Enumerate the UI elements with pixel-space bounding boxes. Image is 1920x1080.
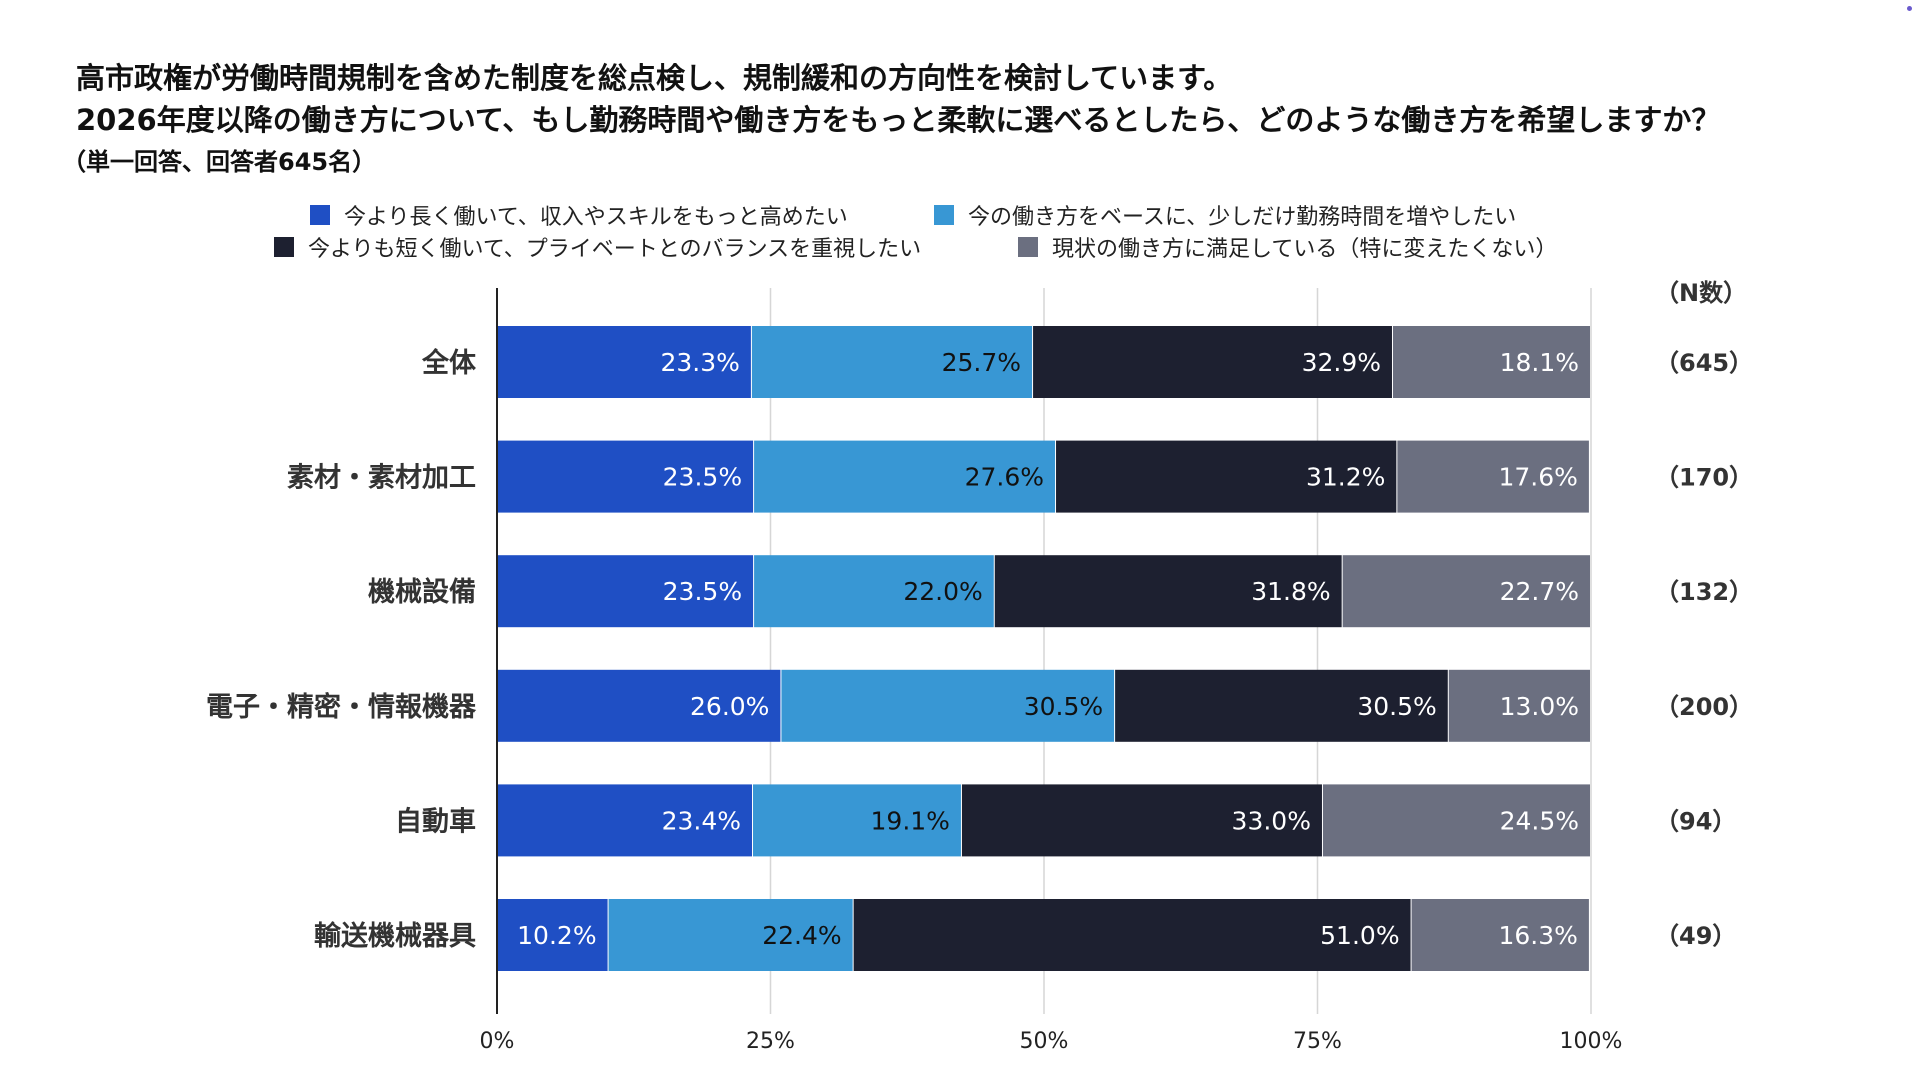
bar-1-slightly-more: [751, 326, 1033, 398]
bar-3-longer: [497, 555, 754, 628]
bar-label-4-longer: 26.0%: [690, 692, 769, 721]
x-tick-label-50: 50%: [1020, 1029, 1069, 1054]
chart-title-line-2: 2026年度以降の働き方について、もし勤務時間や働き方をもっと柔軟に選べるとした…: [76, 103, 1721, 137]
bar-3-slightly-more: [754, 555, 994, 628]
bar-6-slightly-more: [608, 899, 853, 971]
bar-label-5-shorter: 33.0%: [1232, 806, 1311, 835]
x-tick-label-0: 0%: [480, 1029, 515, 1054]
legend-item-longer: 今より長く働いて、収入やスキルをもっと高めたい: [310, 199, 848, 231]
category-label-5: 自動車: [395, 805, 476, 837]
bar-label-4-shorter: 30.5%: [1357, 692, 1436, 721]
x-tick-label-25: 25%: [746, 1029, 795, 1054]
legend-item-slightly-more: 今の働き方をベースに、少しだけ勤務時間を増やしたい: [934, 199, 1516, 231]
bar-6-longer: [497, 899, 608, 971]
bar-label-3-longer: 23.5%: [663, 577, 742, 606]
bar-2-shorter: [1056, 440, 1397, 513]
x-tick-label-100: 100%: [1560, 1029, 1623, 1054]
legend-label-slightly-more: 今の働き方をベースに、少しだけ勤務時間を増やしたい: [968, 205, 1517, 230]
n-label-1: （645）: [1655, 349, 1753, 377]
bar-label-2-slightly-more: 27.6%: [965, 463, 1044, 492]
bar-6-shorter: [853, 899, 1411, 971]
legend-label-satisfied: 現状の働き方に満足している（特に変えたくない）: [1052, 237, 1558, 262]
bar-5-slightly-more: [752, 784, 961, 857]
bar-4-slightly-more: [781, 669, 1115, 742]
bar-label-3-satisfied: 22.7%: [1500, 577, 1579, 606]
x-tick-label-75: 75%: [1293, 1029, 1342, 1054]
chart-subtitle: （単一回答、回答者645名）: [62, 148, 377, 176]
legend-label-longer: 今より長く働いて、収入やスキルをもっと高めたい: [344, 205, 848, 230]
bar-1-shorter: [1033, 326, 1392, 398]
bar-5-longer: [497, 784, 752, 857]
bar-1-longer: [497, 326, 751, 398]
category-label-3: 機械設備: [368, 576, 476, 608]
bar-2-satisfied: [1397, 440, 1589, 513]
n-label-5: （94）: [1655, 807, 1736, 835]
bar-label-2-satisfied: 17.6%: [1498, 463, 1577, 492]
bar-label-6-longer: 10.2%: [517, 921, 596, 950]
bar-4-longer: [497, 669, 781, 742]
bar-2-slightly-more: [754, 440, 1056, 513]
bar-label-5-slightly-more: 19.1%: [871, 806, 950, 835]
bar-2-longer: [497, 440, 754, 513]
n-label-3: （132）: [1655, 578, 1753, 606]
corner-dot: [1907, 6, 1912, 11]
bar-1-satisfied: [1392, 326, 1590, 398]
category-label-6: 輸送機械器具: [314, 920, 476, 952]
bar-label-1-shorter: 32.9%: [1302, 348, 1381, 377]
legend-item-shorter: 今よりも短く働いて、プライベートとのバランスを重視したい: [274, 231, 921, 263]
bar-3-shorter: [994, 555, 1342, 628]
category-label-1: 全体: [421, 347, 477, 379]
bar-label-6-slightly-more: 22.4%: [762, 921, 841, 950]
bar-label-3-shorter: 31.8%: [1251, 577, 1330, 606]
legend-swatch-shorter: [274, 237, 294, 257]
legend-label-shorter: 今よりも短く働いて、プライベートとのバランスを重視したい: [308, 237, 922, 262]
bar-label-5-longer: 23.4%: [662, 806, 741, 835]
bar-label-4-satisfied: 13.0%: [1500, 692, 1579, 721]
bar-label-1-slightly-more: 25.7%: [942, 348, 1021, 377]
category-label-2: 素材・素材加工: [287, 463, 476, 494]
n-label-6: （49）: [1655, 922, 1736, 950]
bar-label-3-slightly-more: 22.0%: [903, 577, 982, 606]
bar-6-satisfied: [1411, 899, 1589, 971]
legend-swatch-satisfied: [1018, 237, 1038, 257]
bar-label-2-longer: 23.5%: [663, 463, 742, 492]
bar-label-6-satisfied: 16.3%: [1498, 921, 1577, 950]
bar-5-shorter: [961, 784, 1322, 857]
legend-swatch-slightly-more: [934, 205, 954, 225]
n-label-2: （170）: [1655, 464, 1753, 492]
legend-item-satisfied: 現状の働き方に満足している（特に変えたくない）: [1018, 231, 1557, 263]
category-label-4: 電子・精密・情報機器: [206, 691, 477, 723]
n-label-4: （200）: [1655, 693, 1753, 721]
chart-title-line-1: 高市政権が労働時間規制を含めた制度を総点検し、規制緩和の方向性を検討しています。: [76, 61, 1233, 95]
n-header: （N数）: [1655, 279, 1747, 307]
bar-label-1-satisfied: 18.1%: [1500, 348, 1579, 377]
bar-label-1-longer: 23.3%: [660, 348, 739, 377]
bar-4-satisfied: [1448, 669, 1590, 742]
bar-label-2-shorter: 31.2%: [1306, 463, 1385, 492]
legend-swatch-longer: [310, 205, 330, 225]
bar-label-4-slightly-more: 30.5%: [1024, 692, 1103, 721]
bar-4-shorter: [1115, 669, 1448, 742]
bar-5-satisfied: [1322, 784, 1590, 857]
bar-label-5-satisfied: 24.5%: [1500, 806, 1579, 835]
bar-3-satisfied: [1342, 555, 1590, 628]
bar-label-6-shorter: 51.0%: [1320, 921, 1399, 950]
